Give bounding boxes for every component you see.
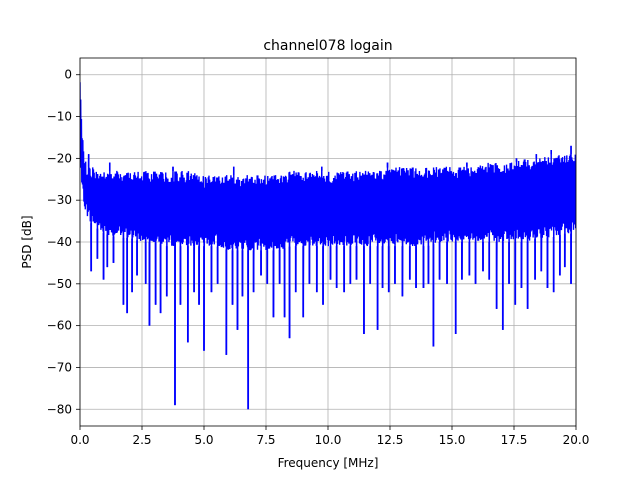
chart-title: channel078 logain [263,38,392,54]
y-tick-label: −40 [47,235,72,249]
x-tick-label: 10.0 [315,433,342,447]
x-tick-label: 17.5 [501,433,528,447]
x-tick-label: 12.5 [377,433,404,447]
y-tick-label: −20 [47,151,72,165]
series-layer [80,82,576,410]
y-axis-ticks: 0 −10 −20 −30 −40 −50 −60 −70 −80 [47,68,80,416]
x-axis-label: Frequency [MHz] [278,456,379,470]
x-tick-label: 0.0 [70,433,89,447]
psd-series-line [80,82,576,410]
y-tick-label: −80 [47,402,72,416]
y-tick-label: −60 [47,319,72,333]
y-tick-label: −50 [47,277,72,291]
y-axis-label: PSD [dB] [20,215,34,268]
y-tick-label: −10 [47,110,72,124]
x-tick-label: 5.0 [194,433,213,447]
x-axis-ticks: 0.0 2.5 5.0 7.5 10.0 12.5 15.0 17.5 20.0 [70,426,589,447]
x-tick-label: 15.0 [439,433,466,447]
y-tick-label: 0 [64,68,72,82]
y-tick-label: −70 [47,360,72,374]
x-tick-label: 2.5 [132,433,151,447]
x-tick-label: 20.0 [563,433,590,447]
x-tick-label: 7.5 [256,433,275,447]
y-tick-label: −30 [47,193,72,207]
